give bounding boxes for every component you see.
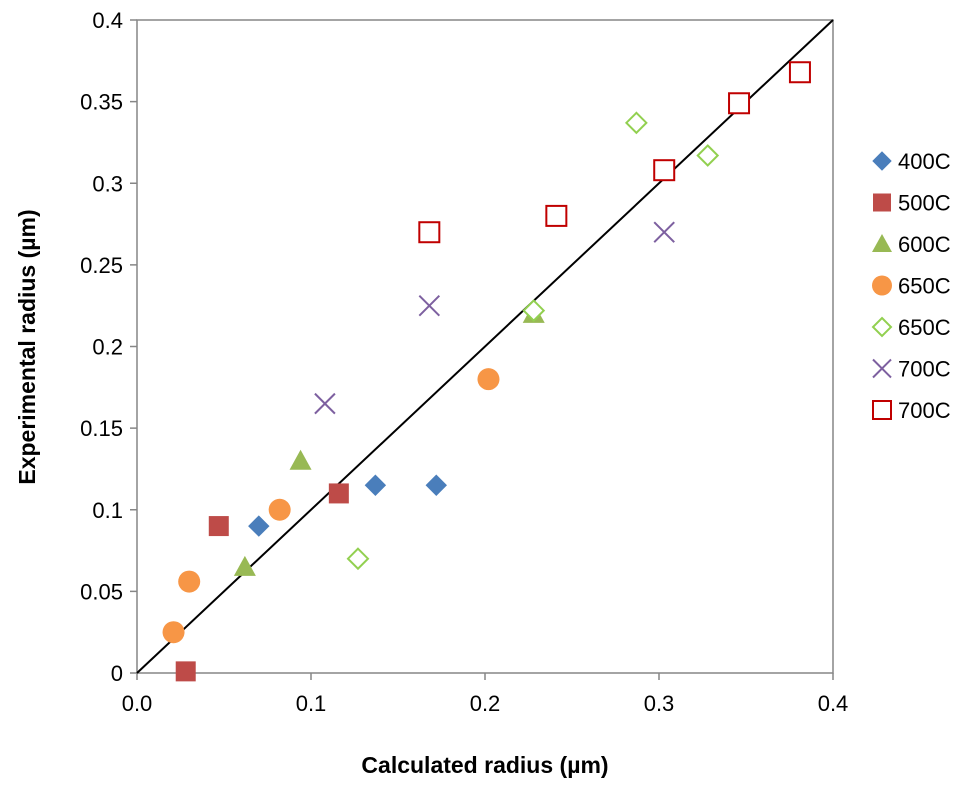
- legend-marker-series-2: [873, 193, 891, 212]
- legend-marker-series-3: [872, 234, 892, 252]
- data-point-series-5: [624, 111, 648, 135]
- data-point-series-4: [268, 498, 291, 521]
- data-point-series-3: [289, 449, 312, 470]
- y-axis-title: Experimental radius (µm): [14, 209, 40, 484]
- data-point-series-5: [346, 547, 370, 571]
- data-point-series-1: [425, 474, 447, 496]
- x-marker-stroke: [314, 392, 336, 415]
- legend-label-series-7: 700C: [898, 398, 951, 423]
- data-point-series-5: [522, 299, 546, 322]
- y-tick-label: 0.25: [80, 253, 123, 278]
- data-point-series-2: [328, 483, 349, 504]
- y-tick-label: 0.35: [80, 90, 123, 115]
- x-tick-label: 0.3: [644, 691, 675, 716]
- data-point-series-5: [696, 144, 720, 167]
- legend-label-series-4: 650C: [898, 274, 951, 299]
- legend-label-series-3: 600C: [898, 232, 951, 257]
- reference-line-y-equals-x: [136, 19, 834, 674]
- legend-marker-series-5: [871, 316, 893, 338]
- data-point-series-7: [653, 159, 676, 182]
- x-marker-stroke: [418, 294, 441, 317]
- legend-label-series-5: 650C: [898, 315, 951, 340]
- data-point-series-6: [314, 392, 336, 415]
- legend-marker-series-4: [872, 275, 892, 296]
- y-tick-label: 0.05: [80, 579, 123, 604]
- y-tick-label: 0.2: [92, 335, 123, 360]
- data-point-series-7: [728, 92, 751, 115]
- y-tick-label: 0: [111, 661, 123, 686]
- legend-label-series-6: 700C: [898, 357, 951, 382]
- y-tick-label: 0.3: [92, 171, 123, 196]
- legend-marker-series-6: [872, 358, 892, 379]
- y-tick-label: 0.15: [80, 416, 123, 441]
- data-point-series-4: [162, 621, 185, 644]
- data-point-series-1: [364, 474, 387, 496]
- y-tick-label: 0.1: [92, 498, 123, 523]
- legend-label-series-1: 400C: [898, 149, 951, 174]
- data-point-series-6: [418, 294, 441, 317]
- data-point-series-7: [788, 61, 811, 84]
- x-tick-label: 0.0: [122, 691, 153, 716]
- data-point-series-2: [208, 516, 229, 537]
- x-tick-label: 0.1: [296, 691, 327, 716]
- legend-marker-series-1: [872, 151, 892, 171]
- data-point-series-6: [653, 221, 675, 243]
- data-point-series-1: [248, 515, 270, 537]
- legend-label-series-2: 500C: [898, 191, 951, 216]
- data-point-series-4: [178, 570, 201, 593]
- data-point-series-3: [233, 555, 256, 576]
- x-tick-label: 0.4: [818, 691, 849, 716]
- legend-marker-series-7: [872, 400, 892, 420]
- x-tick-label: 0.2: [470, 691, 501, 716]
- y-tick-label: 0.4: [92, 8, 123, 33]
- data-point-series-7: [545, 204, 568, 227]
- data-point-series-7: [418, 221, 441, 244]
- data-point-series-2: [175, 661, 196, 682]
- x-marker-stroke: [653, 221, 675, 243]
- x-axis-title: Calculated radius (µm): [361, 752, 608, 778]
- x-marker-stroke: [872, 358, 892, 379]
- data-point-series-4: [477, 368, 500, 391]
